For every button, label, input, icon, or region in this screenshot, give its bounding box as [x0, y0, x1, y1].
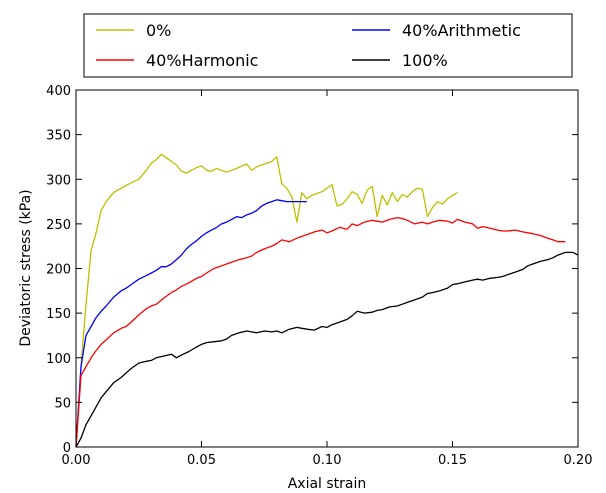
y-tick-label: 350: [46, 129, 71, 144]
x-tick-label: 0.10: [313, 453, 342, 468]
series-line-2: [75, 216, 566, 448]
x-tick-label: 0.20: [564, 453, 593, 468]
legend-label: 0%: [146, 21, 171, 40]
y-axis-label: Deviatoric stress (kPa): [18, 189, 34, 346]
y-tick-label: 400: [46, 84, 71, 99]
plot-frame: [75, 89, 579, 448]
y-tick-label: 300: [46, 173, 71, 188]
y-tick-label: 150: [46, 307, 71, 322]
x-tick-label: 0.05: [187, 453, 216, 468]
series-lines: [75, 153, 579, 448]
series-line-1: [75, 199, 307, 448]
y-tick-label: 200: [46, 263, 71, 278]
x-axis-label: Axial strain: [288, 476, 367, 492]
y-tick-label: 250: [46, 218, 71, 233]
legend-label: 100%: [402, 51, 448, 70]
y-tick-label: 50: [54, 396, 71, 411]
legend-label: 40%Harmonic: [146, 51, 258, 70]
series-line-3: [75, 251, 579, 448]
legend-box: [83, 13, 573, 78]
series-line-0: [75, 153, 458, 448]
legend: 0% 40%Arithmetic 40%Harmonic 100%: [83, 13, 573, 78]
x-tick-label: 0.00: [62, 453, 91, 468]
legend-label: 40%Arithmetic: [402, 21, 521, 40]
y-tick-label: 100: [46, 352, 71, 367]
x-tick-label: 0.15: [438, 453, 467, 468]
legend-entries: 0% 40%Arithmetic 40%Harmonic 100%: [96, 21, 521, 70]
y-tick-label: 0: [63, 441, 71, 456]
